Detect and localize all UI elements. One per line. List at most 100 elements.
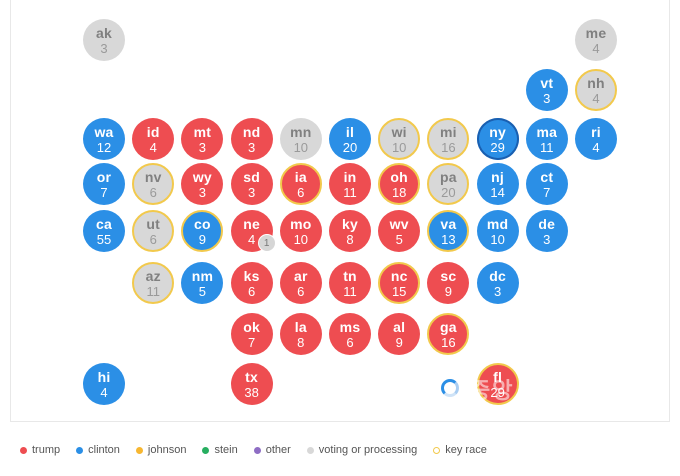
state-tile-tx[interactable]: tx 38 — [231, 363, 273, 405]
state-tile-vt[interactable]: vt 3 — [526, 69, 568, 111]
state-tile-nv[interactable]: nv 6 — [132, 163, 174, 205]
electoral-votes: 16 — [441, 141, 455, 154]
legend-label: other — [266, 444, 291, 456]
state-tile-nm[interactable]: nm 5 — [181, 262, 223, 304]
electoral-votes: 6 — [150, 186, 157, 199]
electoral-votes: 7 — [100, 186, 107, 199]
state-tile-sd[interactable]: sd 3 — [231, 163, 273, 205]
state-abbr: ca — [96, 217, 112, 231]
legend-label: trump — [32, 444, 60, 456]
legend-item-key-race: key race — [433, 444, 487, 456]
state-tile-ar[interactable]: ar 6 — [280, 262, 322, 304]
electoral-votes: 10 — [392, 141, 406, 154]
electoral-votes: 3 — [248, 186, 255, 199]
legend-item-other: other — [254, 444, 291, 456]
electoral-votes: 9 — [396, 336, 403, 349]
state-abbr: ma — [536, 125, 557, 139]
state-tile-mn[interactable]: mn 10 — [280, 118, 322, 160]
state-tile-oh[interactable]: oh 18 — [378, 163, 420, 205]
state-tile-ks[interactable]: ks 6 — [231, 262, 273, 304]
state-tile-nh[interactable]: nh 4 — [575, 69, 617, 111]
state-tile-pa[interactable]: pa 20 — [427, 163, 469, 205]
state-tile-co[interactable]: co 9 — [181, 210, 223, 252]
electoral-votes: 9 — [445, 285, 452, 298]
state-abbr: mi — [440, 125, 457, 139]
state-abbr: in — [344, 170, 357, 184]
state-tile-ga[interactable]: ga 16 — [427, 313, 469, 355]
state-tile-ri[interactable]: ri 4 — [575, 118, 617, 160]
state-abbr: nd — [243, 125, 261, 139]
legend-item-johnson: johnson — [136, 444, 187, 456]
watermark: 중앙 — [470, 372, 514, 406]
state-tile-ny[interactable]: ny 29 — [477, 118, 519, 160]
state-tile-wv[interactable]: wv 5 — [378, 210, 420, 252]
state-tile-me[interactable]: me 4 — [575, 19, 617, 61]
electoral-votes: 4 — [592, 42, 599, 55]
state-tile-az[interactable]: az 11 — [132, 262, 174, 304]
electoral-votes: 3 — [248, 141, 255, 154]
electoral-votes: 6 — [150, 233, 157, 246]
state-abbr: ms — [340, 320, 361, 334]
state-tile-nd[interactable]: nd 3 — [231, 118, 273, 160]
state-abbr: nh — [587, 76, 605, 90]
state-tile-al[interactable]: al 9 — [378, 313, 420, 355]
state-tile-id[interactable]: id 4 — [132, 118, 174, 160]
state-tile-dc[interactable]: dc 3 — [477, 262, 519, 304]
state-tile-ca[interactable]: ca 55 — [83, 210, 125, 252]
state-abbr: hi — [98, 370, 111, 384]
legend-dot-icon — [254, 447, 261, 454]
legend-label: key race — [445, 444, 487, 456]
state-abbr: vt — [540, 76, 553, 90]
state-tile-mi[interactable]: mi 16 — [427, 118, 469, 160]
electoral-votes: 3 — [494, 285, 501, 298]
state-tile-wa[interactable]: wa 12 — [83, 118, 125, 160]
state-abbr: ks — [244, 269, 260, 283]
state-tile-ok[interactable]: ok 7 — [231, 313, 273, 355]
state-tile-ma[interactable]: ma 11 — [526, 118, 568, 160]
electoral-votes: 3 — [199, 141, 206, 154]
state-abbr: oh — [390, 170, 408, 184]
state-abbr: nv — [145, 170, 162, 184]
legend-dot-icon — [136, 447, 143, 454]
state-abbr: wv — [390, 217, 409, 231]
state-abbr: mo — [290, 217, 311, 231]
electoral-votes: 9 — [199, 233, 206, 246]
electoral-votes: 11 — [540, 141, 554, 154]
state-tile-de[interactable]: de 3 — [526, 210, 568, 252]
state-tile-sc[interactable]: sc 9 — [427, 262, 469, 304]
state-tile-ky[interactable]: ky 8 — [329, 210, 371, 252]
state-tile-hi[interactable]: hi 4 — [83, 363, 125, 405]
state-tile-mo[interactable]: mo 10 — [280, 210, 322, 252]
state-tile-ia[interactable]: ia 6 — [280, 163, 322, 205]
state-tile-va[interactable]: va 13 — [427, 210, 469, 252]
electoral-votes: 3 — [100, 42, 107, 55]
state-tile-ak[interactable]: ak 3 — [83, 19, 125, 61]
legend-item-voting-or-processing: voting or processing — [307, 444, 417, 456]
state-tile-il[interactable]: il 20 — [329, 118, 371, 160]
legend-label: clinton — [88, 444, 120, 456]
state-tile-in[interactable]: in 11 — [329, 163, 371, 205]
state-tile-ut[interactable]: ut 6 — [132, 210, 174, 252]
state-abbr: az — [146, 269, 161, 283]
electoral-votes: 6 — [297, 285, 304, 298]
state-abbr: pa — [440, 170, 457, 184]
state-tile-la[interactable]: la 8 — [280, 313, 322, 355]
legend-dot-icon — [76, 447, 83, 454]
state-abbr: ut — [146, 217, 160, 231]
state-tile-tn[interactable]: tn 11 — [329, 262, 371, 304]
state-abbr: mn — [290, 125, 311, 139]
state-tile-or[interactable]: or 7 — [83, 163, 125, 205]
electoral-votes: 11 — [343, 285, 357, 298]
state-tile-ms[interactable]: ms 6 — [329, 313, 371, 355]
state-tile-wi[interactable]: wi 10 — [378, 118, 420, 160]
electoral-votes: 55 — [97, 233, 111, 246]
state-abbr: nm — [192, 269, 213, 283]
electoral-votes: 12 — [97, 141, 111, 154]
state-tile-mt[interactable]: mt 3 — [181, 118, 223, 160]
state-tile-nj[interactable]: nj 14 — [477, 163, 519, 205]
state-abbr: ct — [540, 170, 553, 184]
state-tile-nc[interactable]: nc 15 — [378, 262, 420, 304]
state-tile-wy[interactable]: wy 3 — [181, 163, 223, 205]
state-tile-ct[interactable]: ct 7 — [526, 163, 568, 205]
state-tile-md[interactable]: md 10 — [477, 210, 519, 252]
